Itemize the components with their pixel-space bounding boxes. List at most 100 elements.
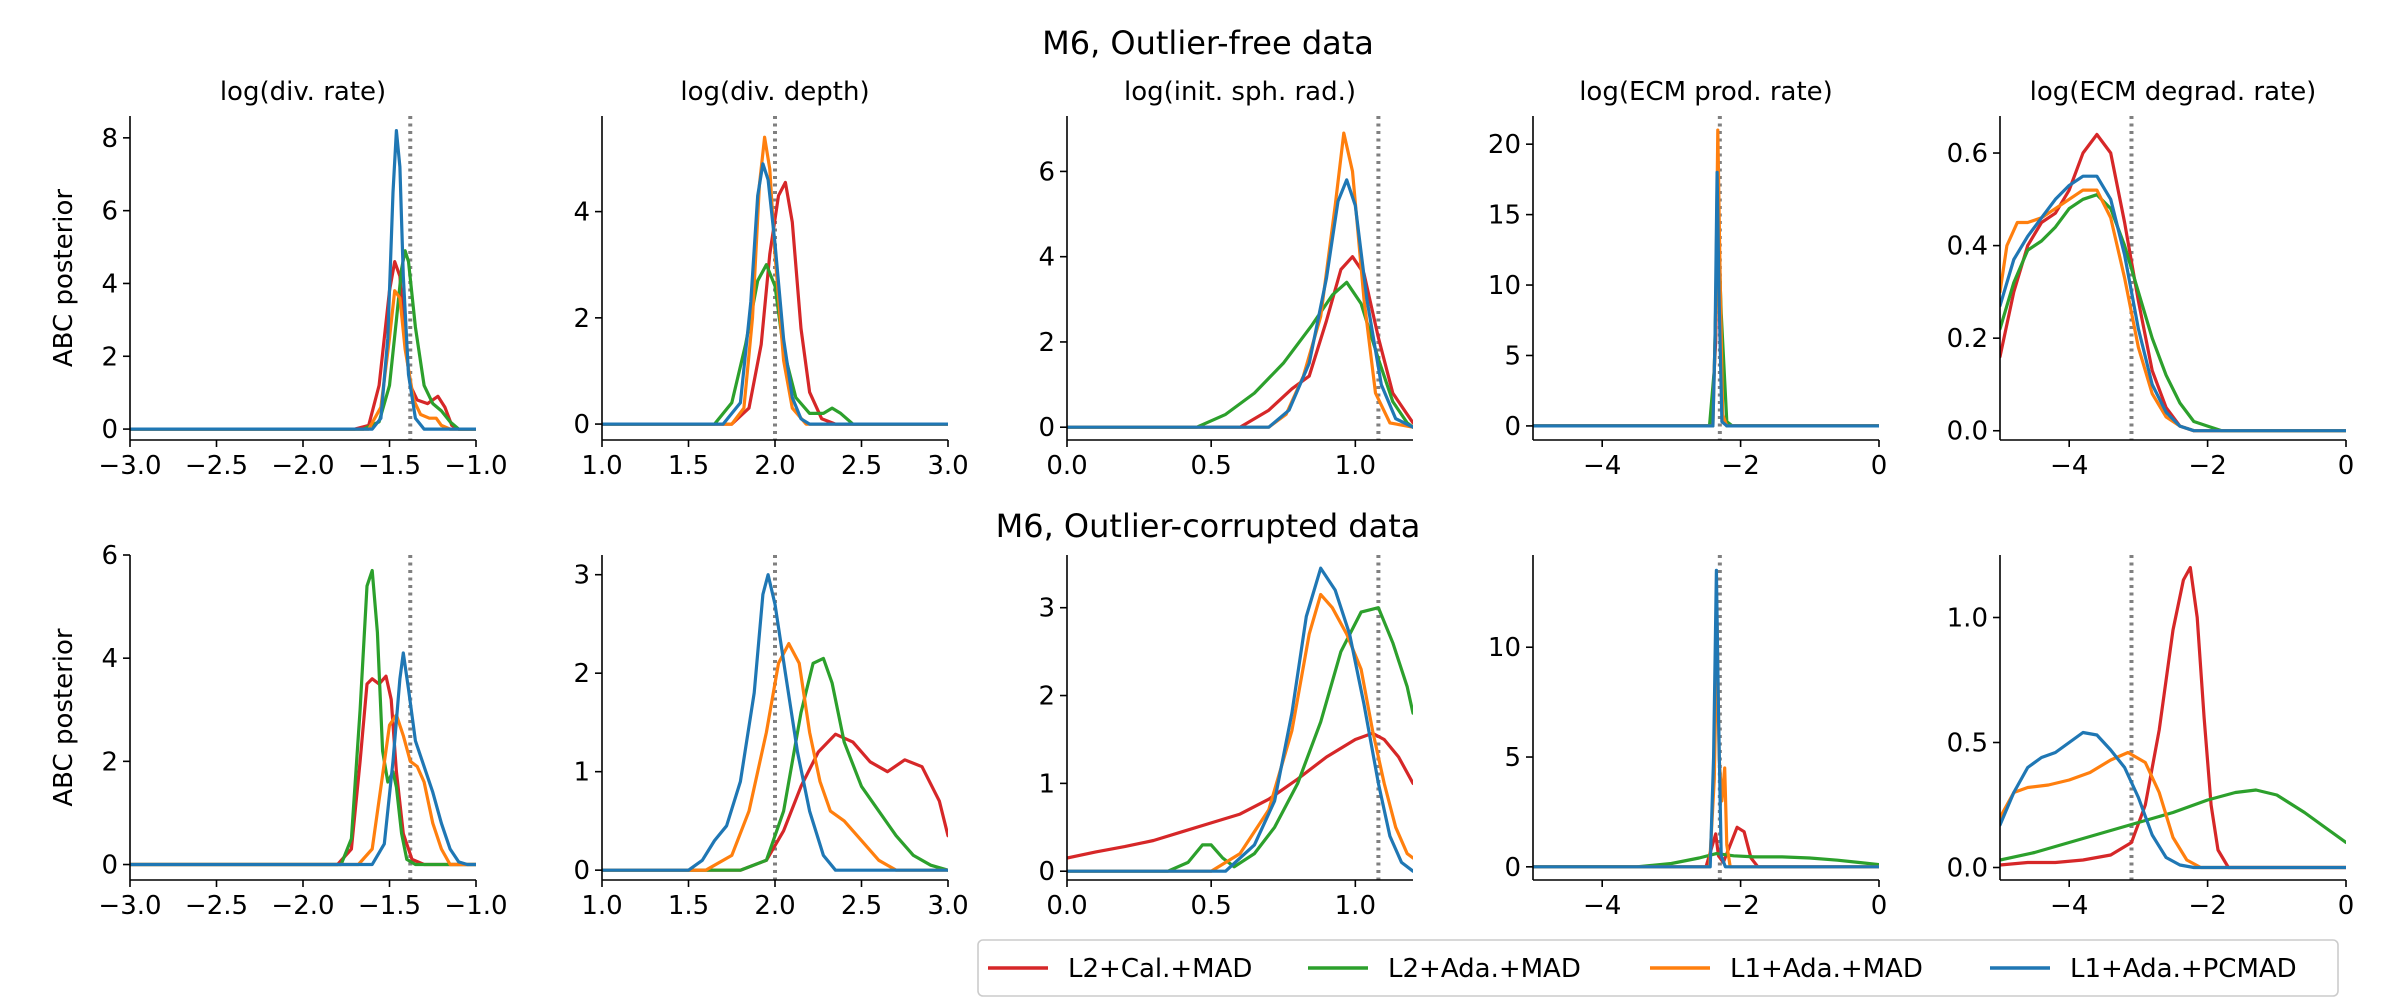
y-tick-label: 0.5 [1947,729,1988,759]
y-tick-label: 8 [101,124,118,154]
x-tick-label: 1.0 [581,891,622,921]
series-line-l2-cal-mad [602,180,948,426]
y-tick-label: 6 [1038,157,1055,187]
y-tick-label: 0 [101,415,118,445]
series-line-l1-ada-mad [602,135,948,426]
x-tick-label: −4 [1583,451,1621,481]
x-tick-label: 1.5 [668,451,709,481]
series-line-l1-ada-mad [602,642,948,872]
y-tick-label: 0 [573,856,590,886]
x-tick-label: 3.0 [927,891,968,921]
y-tick-label: 4 [101,644,118,674]
x-tick-label: 1.0 [581,451,622,481]
x-tick-label: −2 [2188,891,2226,921]
x-tick-label: 2.0 [754,451,795,481]
y-tick-label: 2 [573,659,590,689]
legend: L2+Cal.+MAD L2+Ada.+MAD L1+Ada.+MAD L1+Ada.… [977,939,2339,997]
panel-title: log(div. depth) [680,77,869,107]
legend-label: L2+Ada.+MAD [1388,954,1581,984]
legend-entry-l1-ada-mad: L1+Ada.+MAD [1650,954,1923,984]
series-line-l2-cal-mad [1533,170,1879,428]
x-tick-label: 3.0 [927,451,968,481]
series-line-l1-ada-mad [2000,188,2346,433]
y-tick-label: 3 [1038,594,1055,624]
series-line-l1-ada-pcmad [1533,170,1879,428]
series-line-l1-ada-mad [130,713,476,867]
panel-title: log(ECM prod. rate) [1579,77,1833,107]
series-line-l1-ada-mad [1533,623,1879,869]
y-tick-label: 0.2 [1947,324,1988,354]
y-tick-label: 5 [1504,743,1521,773]
x-tick-label: −3.0 [98,891,161,921]
y-tick-label: 5 [1504,341,1521,371]
x-tick-label: −2 [2188,451,2226,481]
series-line-l2-cal-mad [130,260,476,431]
legend-label: L1+Ada.+MAD [1730,954,1923,984]
series-line-l2-ada-mad [1067,606,1413,873]
series-line-l2-ada-mad [2000,193,2346,433]
x-tick-label: −1.5 [358,891,421,921]
series-line-l2-cal-mad [2000,132,2346,433]
y-tick-label: 0 [1038,857,1055,887]
panel-r1c4: −4 −2 0 0.0 0.5 1.0 [1947,555,2355,921]
x-tick-label: 2.5 [841,891,882,921]
legend-entry-l1-ada-pcmad: L1+Ada.+PCMAD [1990,954,2297,984]
legend-entry-l2-ada-mad: L2+Ada.+MAD [1308,954,1581,984]
series-line-l1-ada-pcmad [1533,568,1879,869]
x-tick-label: 1.0 [1335,891,1376,921]
x-tick-label: −1.5 [358,451,421,481]
series-line-l2-ada-mad [2000,788,2346,862]
y-tick-label: 6 [101,197,118,227]
y-tick-label: 0.0 [1947,854,1988,884]
series-line-l1-ada-pcmad [130,651,476,867]
series-line-l1-ada-mad [1067,592,1413,873]
series-line-l1-ada-mad [1533,128,1879,428]
panel-title: log(ECM degrad. rate) [2030,77,2317,107]
series-line-l1-ada-pcmad [2000,174,2346,433]
series-line-l1-ada-pcmad [602,573,948,872]
y-tick-label: 2 [1038,328,1055,358]
y-tick-label: 1 [1038,769,1055,799]
panel-r1c3: −4 −2 0 0 5 10 [1488,555,1887,921]
x-tick-label: −4 [1583,891,1621,921]
x-tick-label: −2 [1721,451,1759,481]
panel-r1c1: 1.0 1.5 2.0 2.5 3.0 0 1 2 3 [573,555,969,921]
panel-title: log(div. rate) [220,77,386,107]
panels: log(div. rate)ABC posterior−3.0 −2.5 −2.0−… [49,77,2354,921]
x-tick-label: 0 [1871,451,1888,481]
x-tick-label: −4 [2050,451,2088,481]
series-line-l1-ada-pcmad [2000,730,2346,870]
y-tick-label: 2 [101,342,118,372]
y-tick-label: 15 [1488,201,1521,231]
y-tick-label: 1 [573,758,590,788]
y-tick-label: 4 [573,198,590,228]
y-tick-label: 0.4 [1947,232,1988,262]
x-tick-label: −3.0 [98,451,161,481]
y-tick-label: 3 [573,561,590,591]
x-tick-label: 0 [2338,891,2355,921]
legend-label: L2+Cal.+MAD [1068,954,1252,984]
y-axis-label: ABC posterior [49,628,79,807]
series-line-l2-ada-mad [1067,280,1413,429]
x-tick-label: −1.0 [444,891,507,921]
y-tick-label: 4 [101,269,118,299]
row-title-outlier-free: M6, Outlier-free data [1042,24,1374,62]
panel-r0c3: log(ECM prod. rate) −4 −2 0 0 5 10 15 20 [1488,77,1887,481]
x-tick-label: −2.5 [185,451,248,481]
y-tick-label: 0 [1504,412,1521,442]
series-line-l2-cal-mad [1067,255,1413,429]
y-tick-label: 4 [1038,243,1055,273]
y-tick-label: 2 [573,304,590,334]
series-line-l2-ada-mad [1533,852,1879,869]
y-tick-label: 1.0 [1947,604,1988,634]
series-line-l1-ada-mad [130,289,476,431]
y-tick-label: 2 [1038,682,1055,712]
x-tick-label: −1.0 [444,451,507,481]
x-tick-label: −2 [1721,891,1759,921]
x-tick-label: 0.0 [1046,891,1087,921]
x-tick-label: 0.0 [1046,451,1087,481]
x-tick-label: 2.5 [841,451,882,481]
series-line-l2-ada-mad [602,263,948,426]
y-tick-label: 0.6 [1947,139,1988,169]
y-tick-label: 0 [573,410,590,440]
